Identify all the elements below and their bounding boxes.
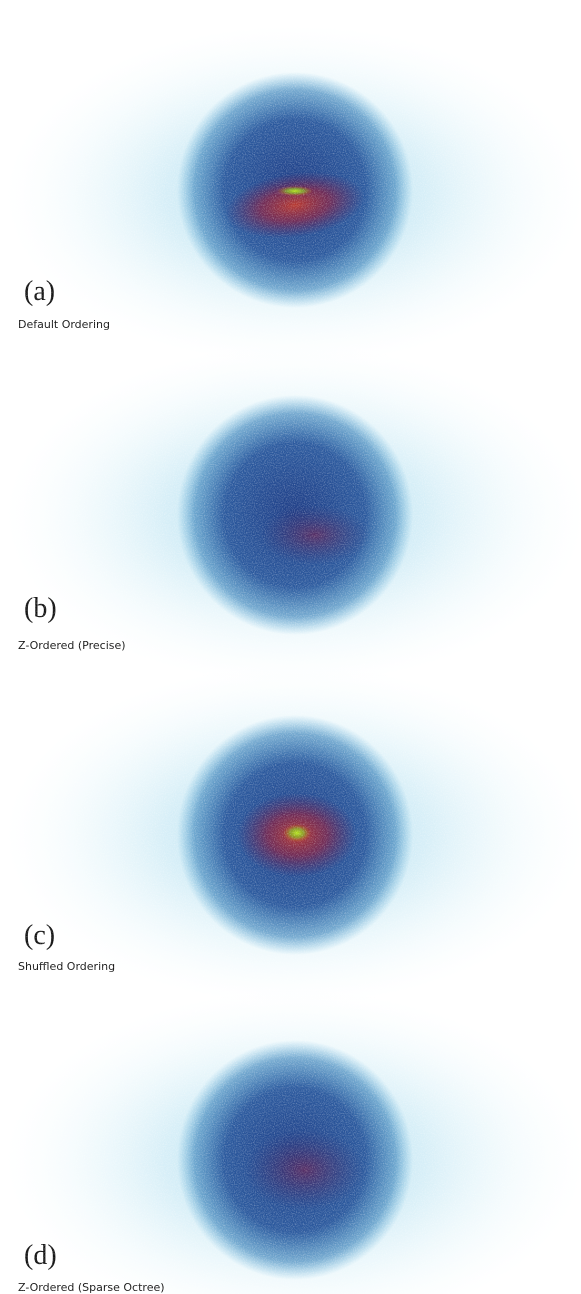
panel-label: (d) bbox=[24, 1240, 57, 1271]
panel-b: (b) Z-Ordered (Precise) bbox=[5, 345, 581, 685]
panel-caption: Default Ordering bbox=[18, 318, 110, 331]
panel-a: (a) Default Ordering bbox=[5, 25, 581, 365]
panel-label: (b) bbox=[24, 593, 57, 624]
panel-caption: Z-Ordered (Sparse Octree) bbox=[18, 1281, 165, 1294]
panel-label: (c) bbox=[24, 920, 55, 951]
hotspot bbox=[283, 824, 311, 842]
hotspot bbox=[245, 1130, 365, 1210]
hotspot bbox=[260, 505, 370, 565]
panel-caption: Z-Ordered (Precise) bbox=[18, 639, 126, 652]
hotspot bbox=[277, 186, 313, 196]
panel-c: (c) Shuffled Ordering bbox=[5, 665, 581, 1005]
panel-label: (a) bbox=[24, 276, 55, 307]
panel-d: (d) Z-Ordered (Sparse Octree) bbox=[5, 990, 581, 1294]
panel-caption: Shuffled Ordering bbox=[18, 960, 115, 973]
